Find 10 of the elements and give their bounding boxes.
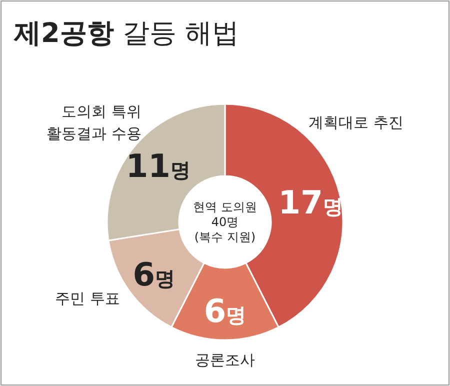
data-label: 17명 — [278, 183, 343, 222]
chart-title: 제2공항 갈등 해법 — [13, 18, 239, 49]
slice-label: 계획대로 추진 — [308, 114, 404, 132]
data-label: 6명 — [132, 256, 175, 294]
text: 현역 도의원 40명 (복수 지원) — [193, 200, 257, 244]
slice-label: 공론조사 — [195, 351, 255, 369]
slice-label: 도의회 특위 활동결과 수용 — [46, 102, 142, 143]
slice-label: 주민 투표 — [55, 289, 120, 308]
data-label: 11명 — [126, 146, 190, 185]
data-label: 6명 — [204, 292, 246, 330]
